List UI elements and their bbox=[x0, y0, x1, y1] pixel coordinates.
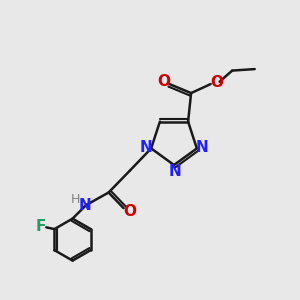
Text: N: N bbox=[168, 164, 181, 178]
Text: N: N bbox=[140, 140, 153, 155]
Text: O: O bbox=[211, 75, 224, 90]
Text: H: H bbox=[70, 193, 80, 206]
Text: O: O bbox=[124, 204, 137, 219]
Text: O: O bbox=[157, 74, 170, 89]
Text: F: F bbox=[36, 219, 46, 234]
Text: N: N bbox=[79, 198, 91, 213]
Text: N: N bbox=[196, 140, 208, 155]
